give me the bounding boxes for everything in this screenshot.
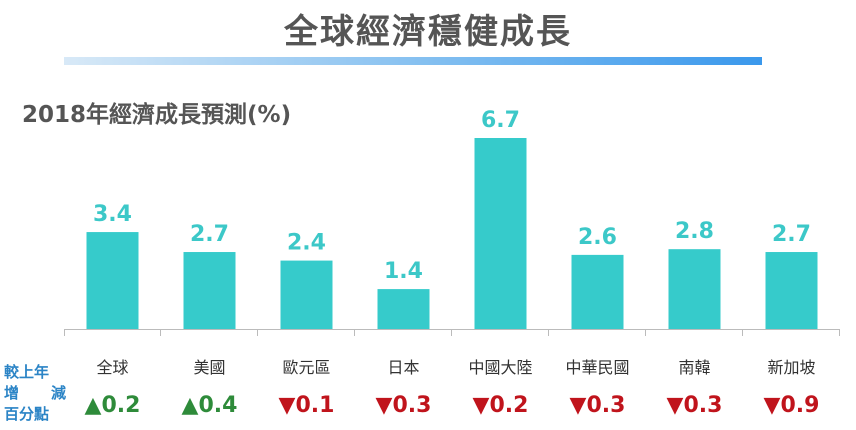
bar xyxy=(377,289,430,329)
bar-value-label: 6.7 xyxy=(481,108,520,133)
bar xyxy=(280,260,333,329)
category-label: 全球 xyxy=(96,358,128,377)
category-label: 日本 xyxy=(387,358,419,377)
change-label-increase: 增 xyxy=(4,384,20,402)
change-increase-label: ▲0.4 xyxy=(182,393,238,418)
category-label: 中國大陸 xyxy=(468,358,532,377)
bar-value-label: 1.4 xyxy=(384,259,423,284)
change-decrease-label: ▼0.3 xyxy=(376,393,432,418)
bar xyxy=(668,249,721,329)
bar-value-label: 3.4 xyxy=(93,202,132,227)
bar-value-label: 2.7 xyxy=(190,222,229,247)
category-label: 美國 xyxy=(193,358,225,377)
change-increase-label: ▲0.2 xyxy=(85,393,141,418)
category-label: 歐元區 xyxy=(282,358,330,377)
title-underline xyxy=(64,57,762,65)
bar xyxy=(183,252,236,329)
bar xyxy=(86,232,139,329)
category-label: 中華民國 xyxy=(565,358,629,377)
change-decrease-label: ▼0.9 xyxy=(764,393,820,418)
change-label-line2: 增 減 xyxy=(4,383,66,404)
bar-value-label: 2.6 xyxy=(578,225,617,250)
bar-value-label: 2.4 xyxy=(287,231,326,256)
change-label-decrease: 減 xyxy=(50,384,66,402)
change-decrease-label: ▼0.1 xyxy=(279,393,335,418)
category-label: 新加坡 xyxy=(767,358,815,377)
bar-value-label: 2.7 xyxy=(772,222,811,247)
category-label: 南韓 xyxy=(678,358,710,377)
change-label-line3: 百分點 xyxy=(4,405,50,423)
bar xyxy=(571,254,624,329)
change-label-line1: 較上年 xyxy=(4,363,50,381)
change-decrease-label: ▼0.2 xyxy=(473,393,529,418)
chart-title: 全球經濟穩健成長 xyxy=(284,12,572,52)
bar xyxy=(765,252,818,329)
chart-subtitle: 2018年經濟成長預測(%) xyxy=(22,102,292,128)
change-row-label: 較上年 增 減 百分點 xyxy=(4,362,66,425)
change-decrease-label: ▼0.3 xyxy=(667,393,723,418)
bar xyxy=(474,138,527,329)
change-decrease-label: ▼0.3 xyxy=(570,393,626,418)
bar-value-label: 2.8 xyxy=(675,219,714,244)
